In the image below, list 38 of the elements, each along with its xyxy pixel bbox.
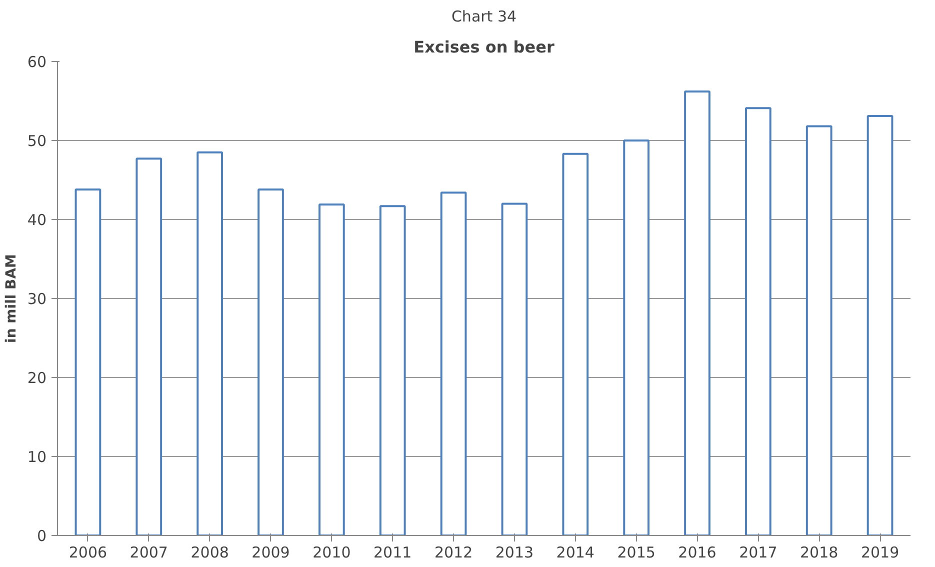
x-tick-label: 2019: [860, 544, 900, 562]
x-tick-label: 2017: [739, 544, 778, 562]
x-tick-label: 2018: [800, 544, 838, 562]
x-tick-label: 2015: [617, 544, 656, 562]
x-tick-label: 2011: [374, 544, 412, 562]
bar: [318, 203, 345, 536]
x-tick-label: 2008: [190, 544, 229, 562]
bar: [866, 115, 894, 536]
chart-title: Excises on beer: [414, 38, 554, 56]
x-tick-label: 2009: [252, 544, 290, 562]
bar: [74, 188, 102, 536]
bar: [562, 152, 589, 536]
y-tick-label: 60: [27, 53, 47, 71]
bar: [196, 151, 224, 536]
y-tick-label: 20: [27, 369, 47, 387]
x-tick-label: 2013: [495, 544, 534, 562]
x-tick-label: 2014: [556, 544, 594, 562]
bar: [684, 90, 710, 536]
bar: [744, 107, 772, 536]
bar: [136, 158, 162, 536]
bar: [379, 205, 406, 536]
y-tick-label: 40: [27, 211, 47, 229]
x-tick-label: 2016: [678, 544, 716, 562]
bar: [258, 188, 284, 536]
x-tick-label: 2012: [434, 544, 473, 562]
y-tick-label: 30: [27, 290, 47, 308]
bar: [440, 192, 467, 536]
bar: [501, 202, 528, 536]
x-tick-label: 2007: [130, 544, 168, 562]
y-tick-label: 50: [27, 132, 47, 150]
y-tick-label: 10: [27, 448, 47, 466]
x-tick-label: 2010: [312, 544, 351, 562]
caption: Chart 34: [451, 8, 517, 26]
bar: [623, 140, 650, 536]
x-tick-label: 2006: [68, 544, 108, 562]
bar: [806, 125, 832, 536]
y-tick-label: 0: [36, 527, 47, 545]
y-axis-title: in mill BAM: [3, 254, 20, 343]
